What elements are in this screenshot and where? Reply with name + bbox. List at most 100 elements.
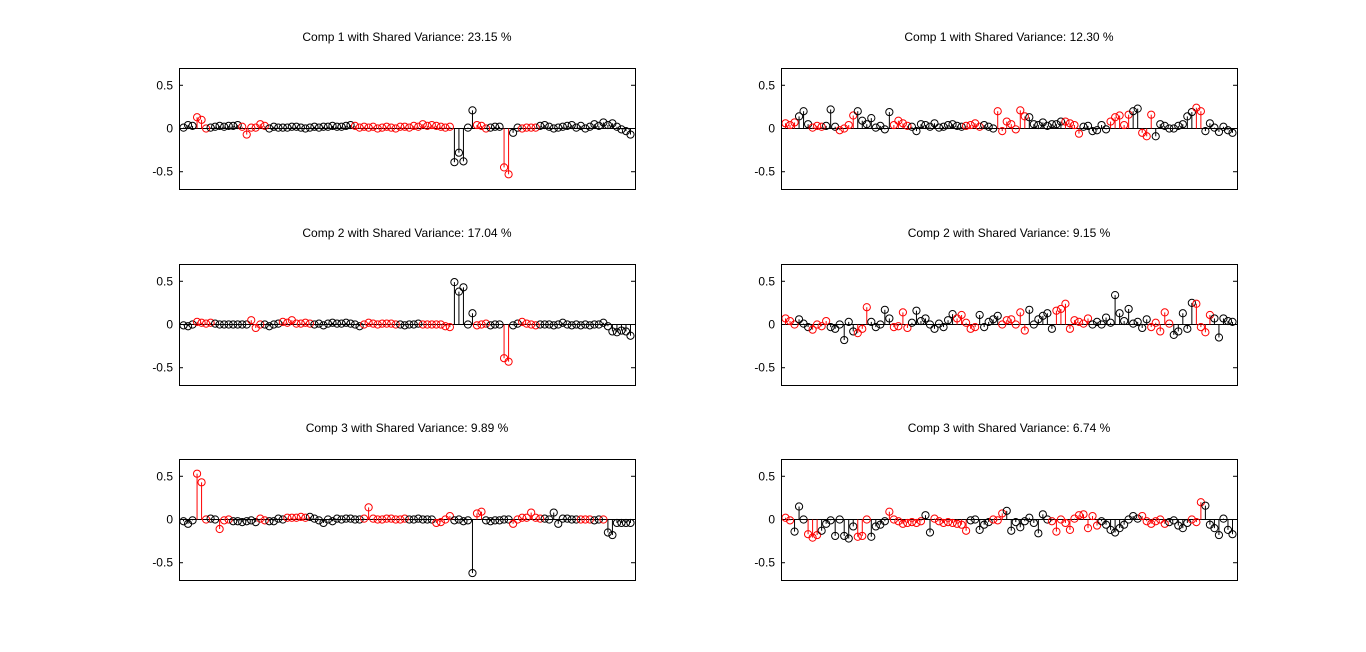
stem-marker <box>211 122 220 131</box>
stem-marker <box>459 283 468 292</box>
stem-marker <box>382 122 391 131</box>
stem-marker <box>1083 524 1093 533</box>
stem-marker <box>481 319 491 328</box>
stem-marker <box>337 122 346 131</box>
stem-marker <box>844 317 853 327</box>
stem-marker <box>1074 511 1084 520</box>
stem-marker <box>844 534 853 543</box>
stem-marker <box>1210 524 1219 533</box>
stem-marker <box>813 320 822 329</box>
chart-title: Comp 2 with Shared Variance: 17.04 % <box>302 226 512 240</box>
stem-marker <box>229 320 238 329</box>
stem-marker <box>536 320 545 329</box>
axes-box <box>179 264 636 386</box>
stem-marker <box>1115 111 1124 120</box>
stem-marker <box>989 124 998 133</box>
stem-marker <box>975 310 984 320</box>
stem-marker <box>472 509 482 518</box>
stem-marker <box>1074 129 1084 138</box>
stem-marker <box>269 122 278 131</box>
stem-marker <box>903 121 912 131</box>
stem-marker <box>876 320 885 329</box>
stem-marker <box>350 515 360 524</box>
stem-marker <box>206 514 215 523</box>
stem-marker <box>238 517 247 527</box>
stem-marker <box>360 122 369 131</box>
stem-marker <box>1038 510 1047 519</box>
stem-marker <box>450 158 459 167</box>
stem-marker <box>567 515 576 524</box>
stem-marker <box>369 514 378 523</box>
stem-marker <box>545 320 554 329</box>
axes-box <box>179 68 636 190</box>
stem-marker <box>576 515 585 524</box>
stem-marker <box>274 123 283 132</box>
stem-marker <box>567 321 576 330</box>
stem-marker <box>486 517 495 526</box>
stem-marker <box>1110 113 1120 122</box>
stem-marker <box>939 518 948 528</box>
stem-marker <box>1043 515 1052 524</box>
stem-marker <box>233 120 242 130</box>
stem-marker <box>350 320 360 329</box>
stem-marker <box>400 321 409 330</box>
stem-marker <box>400 514 409 523</box>
stem-marker <box>536 121 545 131</box>
stem-marker <box>1047 324 1056 333</box>
stem-marker <box>822 316 831 326</box>
stem-marker <box>346 514 355 523</box>
stem-marker <box>1183 324 1192 333</box>
stem-marker <box>418 320 427 329</box>
stem-marker <box>1129 511 1138 521</box>
stem-marker <box>531 321 540 330</box>
stem-marker <box>531 513 540 522</box>
stem-marker <box>962 121 971 131</box>
stem-marker <box>581 515 590 524</box>
stem-marker <box>925 320 935 329</box>
stem-marker <box>274 319 283 328</box>
stem-marker <box>966 516 975 525</box>
stem-marker <box>1016 106 1025 115</box>
stem-marker <box>314 516 324 525</box>
stem-marker <box>948 518 957 528</box>
stem-marker <box>378 123 387 132</box>
y-tick-label: 0.5 <box>156 78 173 92</box>
stem-marker <box>518 124 527 133</box>
stem-marker <box>405 123 414 132</box>
stem-marker <box>1187 107 1196 117</box>
stem-marker <box>432 121 441 131</box>
stem-marker <box>341 121 351 131</box>
stem-marker <box>1061 518 1070 528</box>
stem-marker <box>269 517 278 526</box>
stem-marker <box>1138 511 1147 521</box>
stem-marker <box>508 128 518 137</box>
stem-marker <box>993 516 1002 525</box>
stem-marker <box>463 123 473 132</box>
stem-marker <box>396 320 405 329</box>
axes-box <box>781 68 1238 190</box>
stem-marker <box>813 530 822 540</box>
stem-marker <box>1097 320 1106 329</box>
stem-marker <box>1142 517 1151 526</box>
stem-marker <box>957 310 966 320</box>
stem-marker <box>1129 319 1138 328</box>
stem-marker <box>794 315 804 324</box>
stem-marker <box>463 516 473 525</box>
stem-marker <box>265 322 274 331</box>
stem-marker <box>414 122 423 131</box>
stem-marker <box>495 122 504 131</box>
stem-marker <box>1056 117 1066 126</box>
y-tick-label: -0.5 <box>754 556 775 570</box>
stem-marker <box>1192 517 1201 527</box>
stem-marker <box>803 322 813 332</box>
stem-marker <box>238 122 247 131</box>
stem-marker <box>1187 298 1196 307</box>
stem-marker <box>301 124 310 133</box>
stem-marker <box>432 320 441 329</box>
stem-marker <box>1074 317 1084 327</box>
stem-marker <box>998 509 1007 518</box>
stem-marker <box>332 319 342 328</box>
stem-marker <box>894 517 903 526</box>
stem-marker <box>554 320 563 329</box>
